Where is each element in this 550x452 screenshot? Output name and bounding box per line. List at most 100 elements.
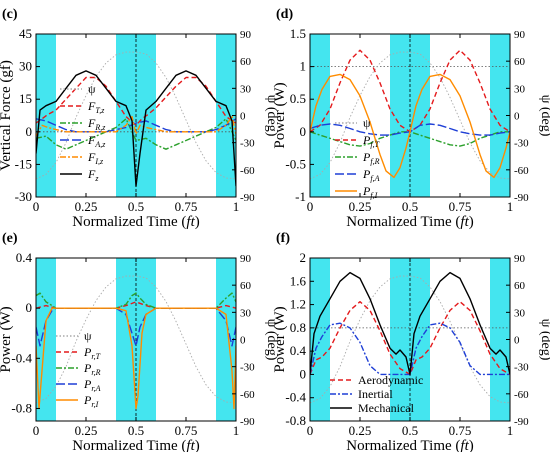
y2-tick-label: 90: [240, 253, 252, 265]
x-tick-label: 1: [507, 423, 514, 438]
legend-label: ψ: [84, 329, 92, 343]
legend-label-main: P: [362, 150, 371, 164]
panel-e: 0 0.25 0.5 0.75 1 -0.8 -0.4 0 0.4 -90 -60 -30 0 30 60 9…: [0, 231, 279, 452]
y-tick-label: 0.5: [290, 91, 306, 106]
x-axis-label-part: ft: [460, 214, 469, 230]
x-axis-label-part: Normalized Time (: [346, 438, 460, 452]
legend-label: FR,z: [87, 116, 106, 132]
x-tick-label: 1: [507, 199, 514, 214]
y2-tick-label: -60: [514, 165, 529, 177]
x-tick-label: 0.75: [449, 423, 472, 438]
x-tick-label: 0.25: [75, 423, 98, 438]
x-tick-label: 0.25: [349, 423, 372, 438]
series-line: [310, 275, 510, 404]
y-axis-label: Power (W): [272, 306, 288, 372]
x-axis-label-part: ft: [186, 438, 195, 452]
y-tick-label: 1: [300, 59, 307, 74]
legend-label: FT,z: [87, 99, 105, 115]
legend-label-main: P: [362, 133, 371, 147]
x-tick-label: 0: [307, 423, 314, 438]
y-tick-label: 1.5: [290, 26, 306, 41]
series-line: [36, 292, 236, 309]
legend-label-main: F: [87, 116, 96, 130]
y2-tick-label: 30: [514, 307, 526, 319]
legend: ψFT,zFR,zFA,zFI,zFz: [60, 82, 106, 183]
x-tick-label: 0.75: [449, 199, 472, 214]
panel-label: (d): [276, 7, 293, 22]
legend-label: ψ: [363, 116, 371, 130]
legend-label-main: Inertial: [358, 387, 393, 401]
x-axis-label-part: ft: [460, 438, 469, 452]
legend-label-subscript: z: [94, 174, 99, 183]
legend-label: Mechanical: [358, 401, 415, 415]
y2-tick-label: -60: [240, 389, 255, 401]
y2-tick-label: 0: [514, 111, 520, 123]
x-tick-label: 1: [233, 199, 240, 214]
x-axis-label: Normalized Time (ft): [72, 438, 200, 452]
series-line: [310, 73, 510, 179]
y-tick-label: 0: [26, 124, 33, 139]
x-tick-label: 1: [233, 423, 240, 438]
panel-label: (f): [276, 231, 290, 246]
x-tick-label: 0: [307, 199, 314, 214]
series-line: [36, 70, 236, 187]
shaded-band: [310, 34, 330, 197]
y-tick-label: 0.4: [16, 250, 33, 265]
legend-label-subscript: I,z: [94, 157, 104, 166]
x-tick-label: 0.25: [75, 199, 98, 214]
x-axis-label-part: Normalized Time (: [72, 214, 186, 230]
legend: ψPr,TPr,RPr,APr,I: [56, 329, 101, 409]
y-tick-label: -0.8: [11, 400, 32, 415]
y2-tick-label: -90: [240, 416, 255, 428]
x-tick-label: 0.5: [128, 199, 144, 214]
y-tick-label: 0: [300, 366, 307, 381]
legend-label-subscript: R,z: [94, 123, 106, 132]
y-tick-label: -1: [295, 189, 306, 204]
legend-label: Aerodynamic: [358, 373, 423, 387]
legend-label-main: Aerodynamic: [358, 373, 423, 387]
y2-tick-label: -90: [240, 192, 255, 204]
y-tick-label: -0.5: [285, 156, 306, 171]
y2-tick-label: -90: [514, 192, 529, 204]
y-tick-label: -0.4: [11, 350, 32, 365]
series-line: [36, 115, 236, 137]
series-group: [310, 49, 510, 180]
y2-tick-label: 90: [240, 29, 252, 41]
legend-label: FA,z: [87, 133, 106, 149]
panel-label: (e): [2, 231, 18, 246]
y2-axis-label: ψ (deg): [264, 95, 279, 137]
y2-tick-label: 90: [514, 29, 526, 41]
x-tick-label: 0.75: [175, 199, 198, 214]
legend-label-subscript: A,z: [94, 140, 106, 149]
legend-label: Pf,A: [362, 167, 380, 183]
legend-label: Pr,I: [83, 393, 99, 409]
shaded-band: [490, 34, 510, 197]
legend-label-subscript: f,A: [370, 174, 379, 183]
y2-tick-label: 30: [514, 83, 526, 95]
legend-label-main: P: [362, 167, 371, 181]
legend-label-subscript: r,A: [91, 384, 100, 393]
y2-tick-label: 60: [514, 56, 526, 68]
x-tick-label: 0: [33, 199, 40, 214]
legend-label: Pr,R: [83, 361, 101, 377]
x-axis-label: Normalized Time (ft): [346, 214, 474, 230]
legend-label: Fz: [87, 167, 99, 183]
legend-label: ψ: [88, 82, 96, 96]
series-group: [36, 51, 236, 187]
legend-label-main: P: [83, 361, 92, 375]
y-tick-label: 45: [19, 26, 32, 41]
legend-label: Pf,R: [362, 150, 380, 166]
y2-tick-label: -30: [514, 138, 529, 150]
series-line: [36, 307, 236, 347]
legend-label-subscript: r,I: [91, 400, 98, 409]
y-tick-label: 0.8: [290, 320, 306, 335]
y-tick-label: 1.2: [290, 297, 306, 312]
y2-tick-label: -30: [240, 138, 255, 150]
panel-c: 0 0.25 0.5 0.75 1-30-150153045-90-60-3003060…: [0, 7, 279, 230]
legend-label-subscript: f,I: [370, 191, 377, 200]
x-axis-label-part: Normalized Time (: [346, 214, 460, 230]
legend-label-main: F: [87, 167, 96, 181]
y2-tick-label: 90: [514, 253, 526, 265]
legend-label-main: Mechanical: [358, 401, 415, 415]
